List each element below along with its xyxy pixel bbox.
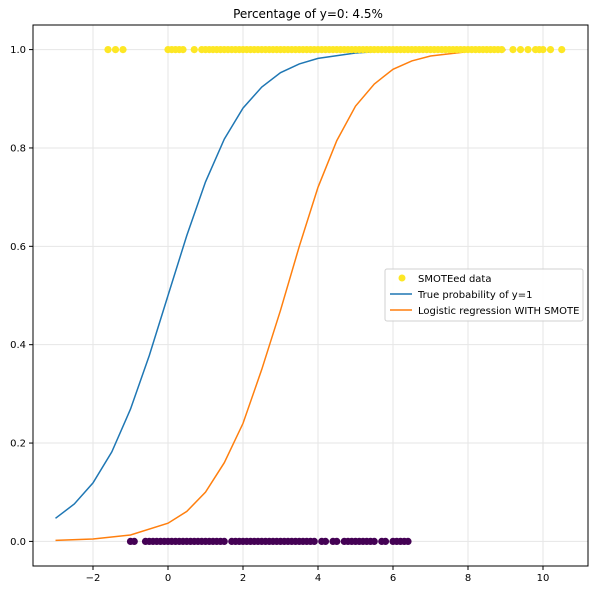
scatter-point-y0 — [381, 537, 390, 546]
y-tick-label: 0.4 — [10, 340, 26, 351]
scatter-point-y1 — [509, 45, 517, 54]
scatter-point-y0 — [310, 537, 318, 546]
scatter-point-y1 — [111, 45, 120, 54]
chart-title: Percentage of y=0: 4.5% — [233, 7, 383, 21]
legend-label-true-probability: True probability of y=1 — [417, 290, 532, 301]
plot-marks — [55, 45, 566, 546]
y-tick-label: 0.2 — [10, 439, 26, 450]
y-tick-label: 0.8 — [10, 143, 26, 154]
x-axis-ticks: −2 0 2 4 6 8 10 — [86, 566, 550, 584]
scatter-point-y0 — [130, 537, 138, 546]
legend-box — [384, 268, 584, 322]
scatter-point-y1 — [516, 45, 525, 54]
scatter-point-y0 — [333, 537, 341, 546]
x-tick-label: 4 — [315, 573, 321, 584]
scatter-point-y0 — [404, 537, 412, 546]
x-tick-label: 6 — [390, 573, 396, 584]
x-tick-label: 10 — [537, 573, 550, 584]
legend-label-smote: SMOTEed data — [418, 274, 491, 285]
y-tick-label: 0.0 — [10, 537, 26, 548]
scatter-point-y0 — [321, 537, 330, 546]
scatter-point-y1 — [498, 45, 506, 54]
scatter-point-y1 — [546, 45, 555, 54]
scatter-point-y1 — [190, 45, 198, 54]
scatter-point-y1 — [558, 45, 566, 54]
logistic-regression-line — [55, 49, 506, 542]
x-tick-label: 2 — [240, 573, 246, 584]
scatter-point-y1 — [104, 45, 112, 54]
scatter-point-y1 — [524, 45, 532, 54]
scatter-point-y1 — [179, 45, 187, 54]
y-axis-ticks: 0.0 0.2 0.4 0.6 0.8 1.0 — [10, 45, 33, 548]
x-tick-label: −2 — [86, 573, 101, 584]
scatter-point-y0 — [370, 537, 378, 546]
scatter-point-y1 — [119, 45, 127, 54]
legend-marker-smote — [398, 274, 406, 282]
scatter-point-y0 — [220, 537, 228, 546]
scatter-point-y1 — [539, 45, 547, 54]
plot-frame — [32, 24, 589, 567]
x-tick-label: 0 — [165, 573, 171, 584]
y-tick-label: 0.6 — [10, 242, 26, 253]
y-tick-label: 1.0 — [10, 45, 26, 56]
x-tick-label: 8 — [465, 573, 471, 584]
legend: SMOTEed data True probability of y=1 Log… — [384, 268, 584, 322]
legend-label-logistic-regression: Logistic regression WITH SMOTE — [418, 306, 579, 317]
